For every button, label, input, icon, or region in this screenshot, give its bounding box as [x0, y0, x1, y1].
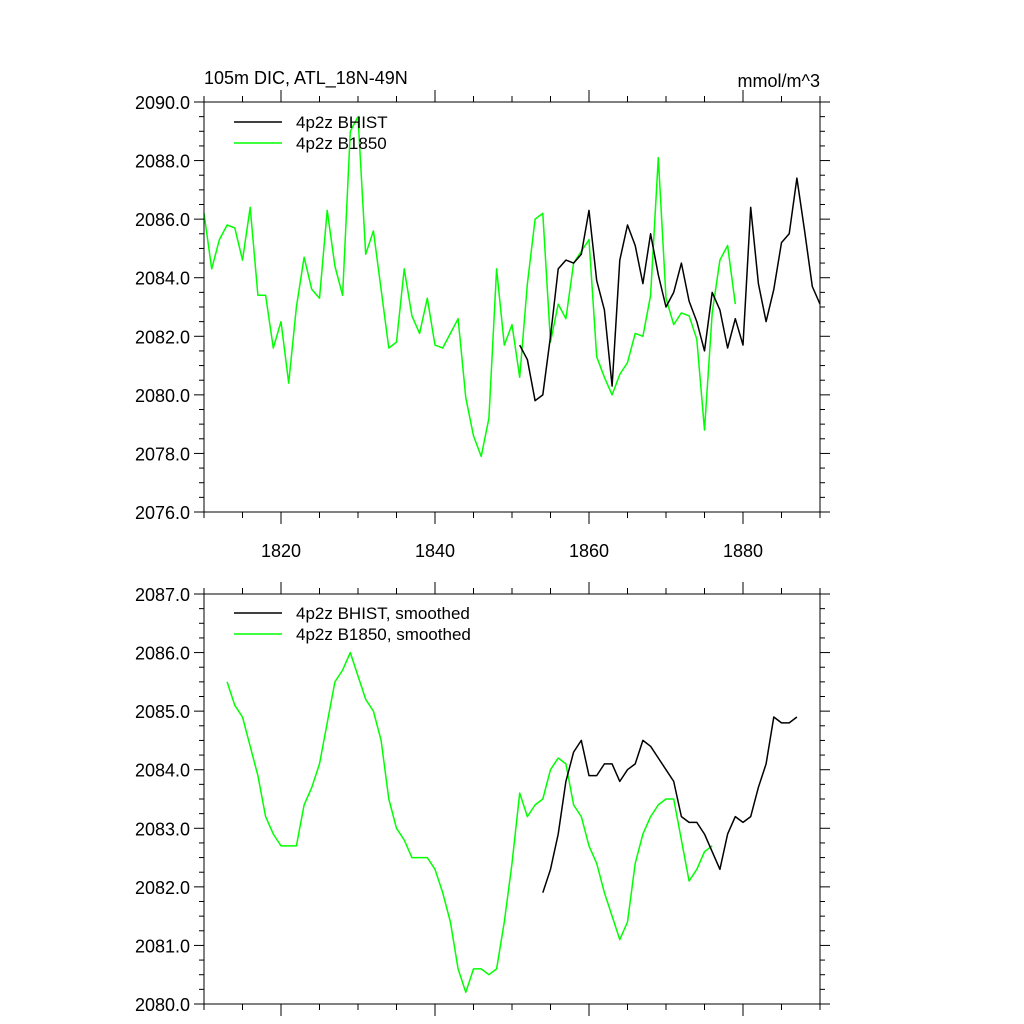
top-axis-ticks: 2076.0 2078.0 2080.0 2082.0 2084.0 2086.0 2088… — [135, 90, 830, 561]
y-tick-label: 2084.0 — [135, 761, 190, 781]
bottom-plot-frame — [203, 593, 821, 1005]
top-chart-panel: 105m DIC, ATL_18N-49N mmol/m^3 2076.0207… — [135, 68, 830, 561]
y-tick-label: 2082.0 — [135, 878, 190, 898]
y-tick-label: 2087.0 — [135, 585, 190, 605]
series-line-b1850 — [203, 115, 737, 458]
bottom-series-lines — [226, 651, 798, 994]
bottom-legend: 4p2z BHIST, smoothed 4p2z B1850, smoothe… — [234, 604, 471, 644]
y-tick-label: 2076.0 — [135, 503, 190, 523]
bottom-chart-panel: 2080.0 2081.0 2082.0 2083.0 2084.0 2085.0 2086… — [135, 582, 830, 1016]
legend-label-bhist-smoothed: 4p2z BHIST, smoothed — [296, 604, 470, 623]
y-tick-label: 2080.0 — [135, 995, 190, 1015]
bottom-axis-ticks: 2080.0 2081.0 2082.0 2083.0 2084.0 2085.0 2086… — [135, 582, 830, 1016]
y-tick-label: 2083.0 — [135, 819, 190, 839]
y-tick-label: 2086.0 — [135, 644, 190, 664]
y-tick-label: 2090.0 — [135, 93, 190, 113]
y-tick-label: 2078.0 — [135, 444, 190, 464]
legend-label-b1850-smoothed: 4p2z B1850, smoothed — [296, 625, 471, 644]
y-tick-label: 2082.0 — [135, 327, 190, 347]
x-tick-label: 1880 — [723, 541, 763, 561]
series-line-b1850 — [226, 651, 713, 994]
y-tick-label: 2085.0 — [135, 702, 190, 722]
top-plot-frame — [203, 101, 821, 513]
top-series-lines — [203, 115, 821, 458]
y-tick-label: 2081.0 — [135, 936, 190, 956]
chart-title: 105m DIC, ATL_18N-49N — [204, 68, 408, 89]
y-tick-label: 2084.0 — [135, 269, 190, 289]
legend-label-bhist: 4p2z BHIST — [296, 113, 388, 132]
legend-label-b1850: 4p2z B1850 — [296, 134, 387, 153]
series-line-bhist — [542, 716, 798, 893]
y-tick-label: 2080.0 — [135, 386, 190, 406]
x-tick-label: 1840 — [415, 541, 455, 561]
x-tick-label: 1860 — [569, 541, 609, 561]
top-legend: 4p2z BHIST 4p2z B1850 — [234, 113, 388, 153]
y-tick-label: 2088.0 — [135, 152, 190, 172]
series-line-bhist — [519, 177, 821, 402]
x-tick-label: 1820 — [261, 541, 301, 561]
y-tick-label: 2086.0 — [135, 210, 190, 230]
units-label: mmol/m^3 — [738, 71, 820, 91]
